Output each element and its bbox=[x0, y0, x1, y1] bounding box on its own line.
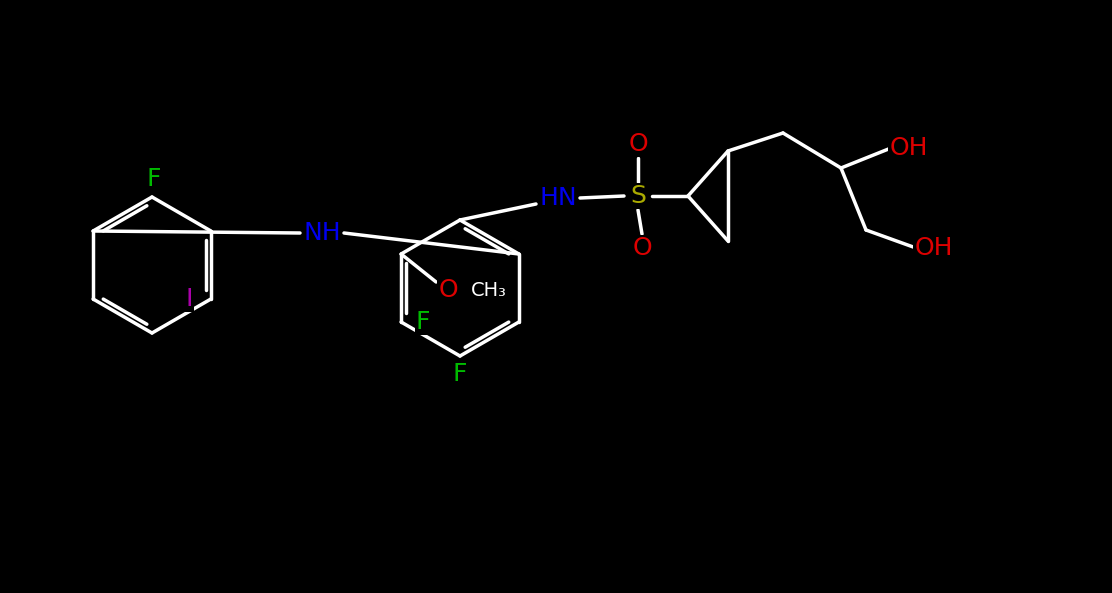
Text: O: O bbox=[628, 132, 648, 156]
Text: F: F bbox=[147, 167, 161, 191]
Text: OH: OH bbox=[915, 236, 953, 260]
Text: F: F bbox=[416, 310, 430, 334]
Text: O: O bbox=[438, 278, 458, 302]
Text: CH₃: CH₃ bbox=[471, 280, 507, 299]
Text: I: I bbox=[185, 287, 192, 311]
Text: OH: OH bbox=[890, 136, 929, 160]
Text: F: F bbox=[453, 362, 467, 386]
Text: O: O bbox=[633, 236, 652, 260]
Text: HN: HN bbox=[539, 186, 577, 210]
Text: S: S bbox=[631, 184, 646, 208]
Text: NH: NH bbox=[304, 221, 340, 245]
